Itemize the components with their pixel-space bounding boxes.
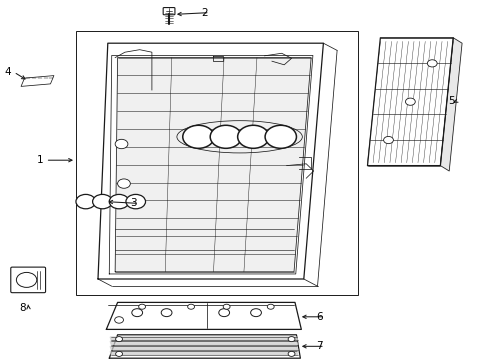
Circle shape (268, 304, 274, 309)
Text: 7: 7 (316, 341, 323, 351)
FancyBboxPatch shape (11, 267, 46, 293)
Polygon shape (106, 302, 301, 329)
Circle shape (139, 304, 146, 309)
Circle shape (210, 125, 242, 148)
Circle shape (288, 351, 295, 356)
Polygon shape (110, 346, 298, 350)
Polygon shape (368, 38, 453, 166)
Text: 8: 8 (20, 303, 26, 313)
Polygon shape (110, 341, 298, 345)
Text: 2: 2 (201, 8, 208, 18)
Polygon shape (21, 76, 54, 86)
FancyBboxPatch shape (163, 8, 175, 15)
Circle shape (223, 304, 230, 309)
Circle shape (109, 194, 129, 209)
Circle shape (384, 136, 393, 144)
Circle shape (116, 351, 122, 356)
Circle shape (183, 125, 214, 148)
Polygon shape (110, 351, 298, 355)
Polygon shape (98, 43, 323, 279)
Circle shape (76, 194, 96, 209)
Text: 4: 4 (5, 67, 12, 77)
Polygon shape (441, 38, 462, 171)
Circle shape (116, 337, 122, 342)
Text: 6: 6 (316, 312, 323, 322)
Circle shape (265, 125, 296, 148)
Circle shape (188, 304, 195, 309)
Circle shape (132, 309, 143, 317)
Circle shape (115, 317, 123, 323)
Bar (76, 31, 358, 295)
Polygon shape (115, 58, 311, 272)
Text: 1: 1 (37, 155, 44, 165)
Circle shape (219, 309, 229, 317)
Circle shape (251, 309, 262, 317)
Text: 5: 5 (448, 96, 455, 106)
Text: 3: 3 (130, 198, 137, 208)
Circle shape (238, 125, 269, 148)
Polygon shape (109, 335, 300, 358)
Circle shape (161, 309, 172, 317)
Circle shape (93, 194, 112, 209)
Circle shape (405, 98, 415, 105)
Circle shape (427, 60, 437, 67)
Circle shape (288, 337, 295, 342)
Circle shape (115, 139, 128, 149)
Circle shape (126, 194, 146, 209)
Circle shape (118, 179, 130, 188)
Polygon shape (110, 337, 298, 340)
